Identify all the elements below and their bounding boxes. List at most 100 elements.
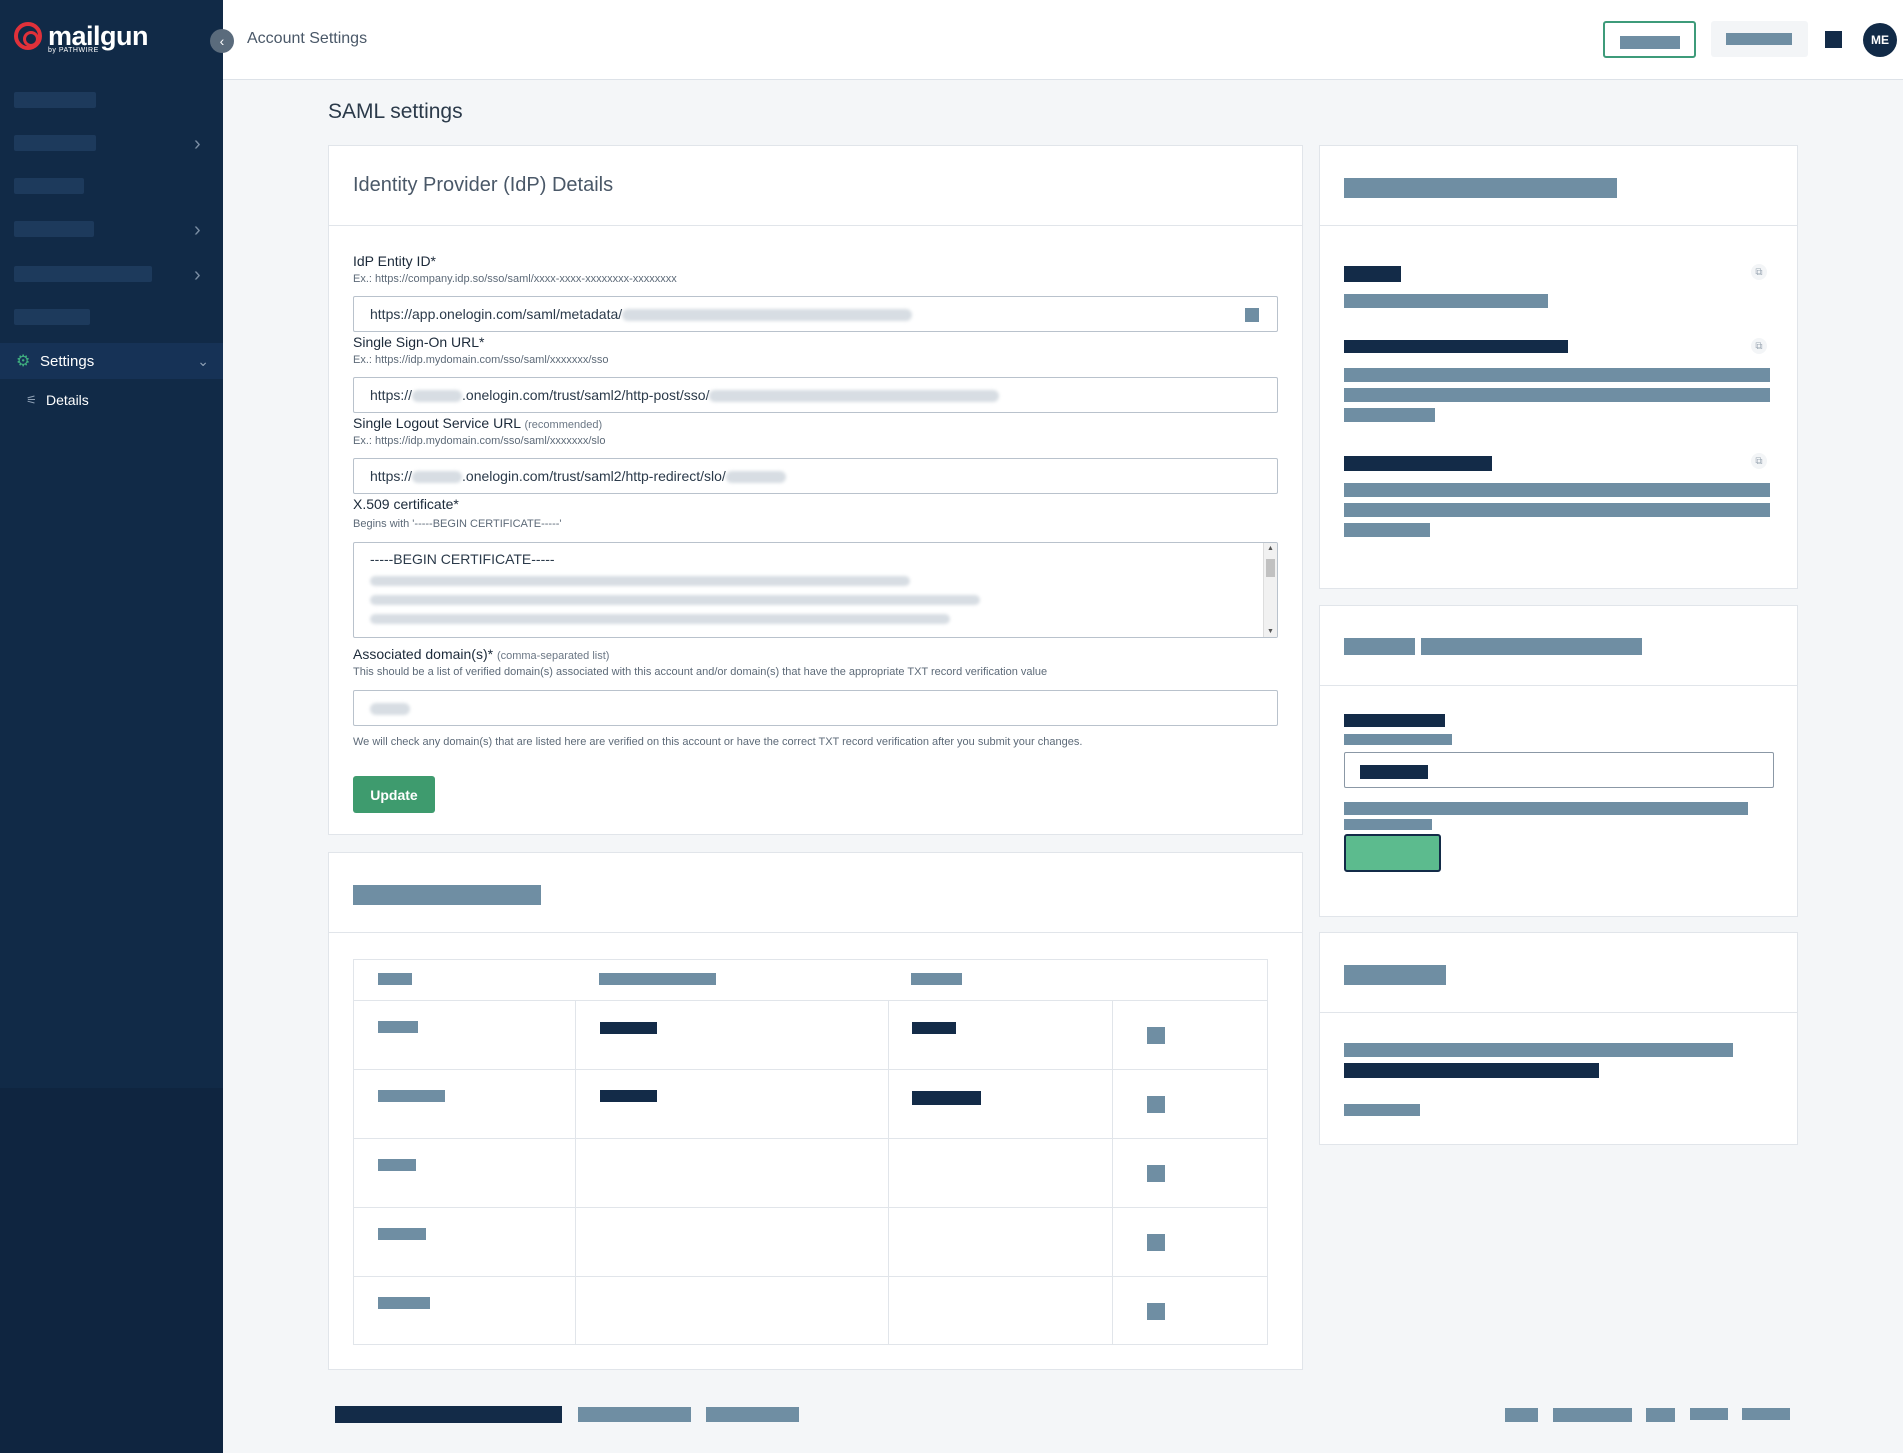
sso-url-label: Single Sign-On URL* bbox=[353, 334, 485, 350]
note-text bbox=[1344, 1043, 1733, 1057]
row-action-icon[interactable] bbox=[1147, 1165, 1165, 1182]
logo-subtext: by PATHWIRE bbox=[48, 47, 99, 54]
sidebar-item-redacted[interactable] bbox=[14, 135, 96, 151]
slo-url-hint: Ex.: https://idp.mydomain.com/sso/saml/x… bbox=[353, 435, 606, 447]
sso-url-hint: Ex.: https://idp.mydomain.com/sso/saml/x… bbox=[353, 354, 609, 366]
topbar-button-redacted[interactable] bbox=[1711, 21, 1808, 57]
table-cell bbox=[378, 1228, 426, 1240]
certificate-label: X.509 certificate* bbox=[353, 496, 459, 512]
input-icon[interactable] bbox=[1245, 308, 1259, 322]
table-cell bbox=[912, 1091, 981, 1105]
info-label bbox=[1344, 340, 1568, 353]
collapse-sidebar-button[interactable]: ‹ bbox=[210, 29, 234, 53]
info-value bbox=[1344, 294, 1548, 308]
update-button[interactable]: Update bbox=[353, 776, 435, 813]
table-cell bbox=[600, 1090, 657, 1102]
sidebar-item-redacted[interactable] bbox=[14, 178, 84, 194]
column-header bbox=[378, 973, 412, 985]
redacted-note-card bbox=[1319, 932, 1798, 1145]
sidebar-item-settings[interactable]: ⚙ Settings ⌄ bbox=[0, 343, 223, 379]
entity-id-label: IdP Entity ID* bbox=[353, 253, 437, 269]
slo-url-input[interactable]: https:// .onelogin.com/trust/saml2/http-r… bbox=[353, 458, 1278, 494]
card-title-redacted bbox=[353, 885, 541, 905]
data-table bbox=[353, 959, 1268, 1345]
chevron-right-icon: › bbox=[194, 219, 201, 241]
row-action-icon[interactable] bbox=[1147, 1234, 1165, 1251]
form-label bbox=[1344, 714, 1445, 727]
topbar-button-redacted[interactable] bbox=[1603, 21, 1696, 58]
copy-icon[interactable]: ⧉ bbox=[1751, 453, 1767, 469]
info-label bbox=[1344, 266, 1401, 282]
sidebar-item-redacted[interactable] bbox=[14, 309, 90, 325]
card-header bbox=[1320, 933, 1797, 1013]
form-hint bbox=[1344, 734, 1452, 745]
certificate-hint: Begins with '-----BEGIN CERTIFICATE-----… bbox=[353, 518, 562, 530]
card-header bbox=[1320, 146, 1797, 226]
entity-id-input[interactable]: https://app.onelogin.com/saml/metadata/ bbox=[353, 296, 1278, 332]
entity-id-value: https://app.onelogin.com/saml/metadata/ bbox=[370, 306, 623, 322]
redacted-text bbox=[1726, 33, 1792, 45]
table-row bbox=[354, 1069, 1267, 1138]
footer-link[interactable] bbox=[1553, 1408, 1632, 1422]
table-cell bbox=[600, 1022, 657, 1034]
copy-icon[interactable]: ⧉ bbox=[1751, 338, 1767, 354]
form-input[interactable] bbox=[1344, 752, 1774, 788]
certificate-first-line: -----BEGIN CERTIFICATE----- bbox=[370, 551, 555, 567]
row-action-icon[interactable] bbox=[1147, 1096, 1165, 1113]
note-link[interactable] bbox=[1344, 1104, 1420, 1116]
card-title-redacted bbox=[1344, 178, 1617, 198]
table-row bbox=[354, 1000, 1267, 1069]
entity-id-hint: Ex.: https://company.idp.so/sso/saml/xxx… bbox=[353, 273, 677, 285]
footer-link[interactable] bbox=[1690, 1408, 1728, 1420]
gear-icon: ⚙ bbox=[16, 353, 31, 370]
footer-link[interactable] bbox=[578, 1407, 691, 1422]
info-value bbox=[1344, 483, 1770, 497]
sidebar-item-redacted[interactable] bbox=[14, 266, 152, 282]
table-cell bbox=[378, 1090, 445, 1102]
footer-link[interactable] bbox=[1505, 1408, 1538, 1422]
mailgun-logo-icon bbox=[14, 22, 42, 50]
table-cell bbox=[912, 1022, 956, 1034]
avatar[interactable]: ME bbox=[1863, 23, 1897, 57]
table-cell bbox=[378, 1159, 416, 1171]
note-text bbox=[1344, 1063, 1599, 1078]
slo-url-label: Single Logout Service URL (recommended) bbox=[353, 415, 603, 431]
table-cell bbox=[378, 1021, 418, 1033]
domains-hint: This should be a list of verified domain… bbox=[353, 666, 1048, 678]
column-header bbox=[599, 973, 716, 985]
url-prefix: https:// bbox=[370, 387, 413, 403]
top-bar: Account Settings ME bbox=[223, 0, 1903, 80]
sidebar-item-redacted[interactable] bbox=[14, 92, 96, 108]
sidebar-lower-area bbox=[0, 1088, 223, 1453]
redacted-form-card bbox=[1319, 605, 1798, 917]
sidebar-item-details[interactable]: ⚟ Details bbox=[26, 392, 89, 408]
chevron-right-icon: › bbox=[194, 133, 201, 155]
row-action-icon[interactable] bbox=[1147, 1303, 1165, 1320]
footer-link[interactable] bbox=[706, 1407, 799, 1422]
info-label bbox=[1344, 456, 1492, 471]
domains-input[interactable] bbox=[353, 690, 1278, 726]
form-submit-button[interactable] bbox=[1344, 834, 1441, 872]
footer-link[interactable] bbox=[1742, 1408, 1790, 1420]
textarea-scrollbar[interactable]: ▲ ▼ bbox=[1263, 543, 1277, 637]
form-hint bbox=[1344, 802, 1748, 815]
card-title-redacted bbox=[1344, 638, 1415, 655]
sidebar-item-label: Details bbox=[46, 392, 89, 408]
url-prefix: https:// bbox=[370, 468, 413, 484]
info-value bbox=[1344, 503, 1770, 517]
redacted-table-card bbox=[328, 852, 1303, 1370]
footer-link[interactable] bbox=[1646, 1408, 1675, 1422]
domains-footnote: We will check any domain(s) that are lis… bbox=[353, 736, 1083, 748]
form-hint bbox=[1344, 819, 1432, 830]
certificate-textarea[interactable]: -----BEGIN CERTIFICATE----- ▲ ▼ bbox=[353, 542, 1278, 638]
table-cell bbox=[378, 1297, 430, 1309]
sso-url-input[interactable]: https:// .onelogin.com/trust/saml2/http-p… bbox=[353, 377, 1278, 413]
copy-icon[interactable]: ⧉ bbox=[1751, 264, 1767, 280]
sidebar-item-redacted[interactable] bbox=[14, 221, 94, 237]
topbar-icon[interactable] bbox=[1825, 31, 1842, 48]
card-header bbox=[1320, 606, 1797, 686]
row-action-icon[interactable] bbox=[1147, 1027, 1165, 1044]
info-value bbox=[1344, 408, 1435, 422]
mailgun-logo[interactable]: mailgun bbox=[14, 22, 149, 50]
footer-text bbox=[335, 1406, 562, 1423]
